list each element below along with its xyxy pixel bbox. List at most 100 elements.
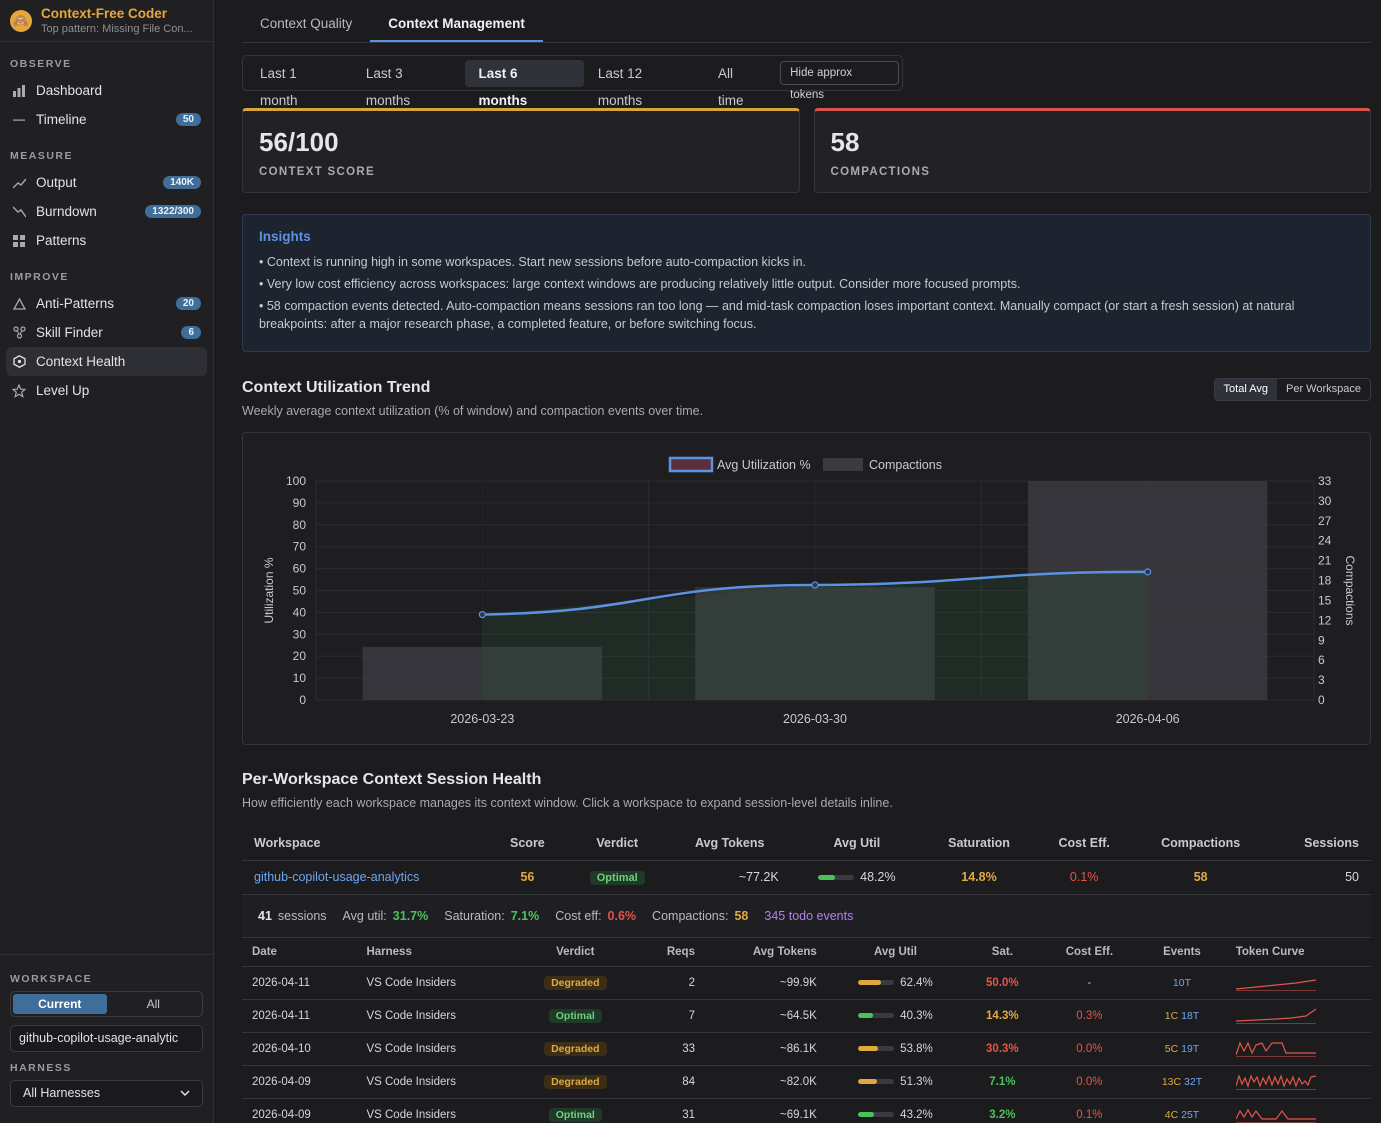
col-avg-tokens[interactable]: Avg Tokens [668, 826, 791, 861]
session-tokens: ~86.1K [704, 1032, 827, 1066]
col-cost-eff[interactable]: Cost Eff. [1040, 937, 1139, 967]
range-last-3-months[interactable]: Last 3 months [365, 65, 411, 108]
workspace-link[interactable]: github-copilot-usage-analytics [242, 860, 490, 895]
session-summary: 41 sessions Avg util: 31.7% Saturation: … [242, 894, 1371, 938]
compactions-bar [1027, 481, 1268, 700]
y2-tick-label: 3 [1318, 673, 1325, 687]
sidebar-item-label: Dashboard [36, 83, 103, 98]
util-value: 53.8% [900, 1043, 933, 1055]
harness-select[interactable]: All Harnesses [10, 1080, 203, 1107]
col-sessions[interactable]: Sessions [1267, 826, 1371, 861]
grid-icon [12, 234, 26, 248]
trend-section: Total Avg Per Workspace Context Utilizat… [242, 378, 1371, 745]
hide-approx-tokens-button[interactable]: Hide approx tokens [780, 61, 900, 101]
events-todos: 10T [1172, 977, 1192, 989]
burndown-badge: 1322/300 [145, 205, 201, 218]
range-all-time[interactable]: All time [717, 65, 744, 108]
sidebar-item-timeline[interactable]: Timeline 50 [6, 105, 207, 134]
session-events: 1C 18T [1138, 999, 1226, 1033]
util-value: 62.4% [900, 977, 933, 989]
session-harness: VS Code Insiders [356, 966, 516, 1000]
session-tokens: ~69.1K [704, 1098, 827, 1123]
utilization-point [1144, 568, 1152, 576]
col-events[interactable]: Events [1138, 937, 1226, 967]
session-row[interactable]: 2026-04-09 VS Code Insiders Degraded 84 ~82.… [242, 1065, 1371, 1099]
y2-tick-label: 15 [1318, 593, 1332, 607]
tab-context-quality[interactable]: Context Quality [260, 16, 353, 31]
col-reqs[interactable]: Reqs [635, 937, 705, 967]
workspace-input[interactable]: github-copilot-usage-analytic [10, 1025, 203, 1052]
session-cost-eff: 0.0% [1040, 1065, 1139, 1099]
workspace-all-button[interactable]: All [146, 997, 160, 1011]
trending-up-icon [12, 176, 26, 190]
session-cost-eff: 0.1% [1040, 1098, 1139, 1123]
events-compactions: 4C [1164, 1109, 1179, 1121]
session-util: 40.3% [826, 999, 965, 1033]
star-icon [12, 383, 26, 398]
session-row[interactable]: 2026-04-11 VS Code Insiders Optimal 7 ~64.5K… [242, 999, 1371, 1033]
util-value: 43.2% [900, 1109, 933, 1121]
y-tick-label: 30 [293, 627, 307, 641]
col-harness[interactable]: Harness [356, 937, 516, 967]
sidebar-item-anti-patterns[interactable]: Anti-Patterns 20 [6, 289, 207, 318]
sidebar-item-dashboard[interactable]: Dashboard [6, 76, 207, 105]
sidebar-item-output[interactable]: Output 140K [6, 168, 207, 197]
workspace-row[interactable]: github-copilot-usage-analytics 56 Optima… [242, 860, 1371, 895]
events-compactions: 1C [1164, 1010, 1179, 1022]
warning-icon [12, 297, 26, 311]
range-last-1-month[interactable]: Last 1 month [260, 65, 298, 108]
session-harness: VS Code Insiders [356, 999, 516, 1033]
sidebar-item-patterns[interactable]: Patterns [6, 226, 207, 255]
util-bar [858, 1112, 895, 1118]
total-avg-button[interactable]: Total Avg [1214, 379, 1277, 400]
compactions-card: 58 COMPACTIONS [813, 108, 1371, 193]
col-avg-util[interactable]: Avg Util [826, 937, 965, 967]
workspace-current-button[interactable]: Current [13, 994, 107, 1014]
col-date[interactable]: Date [242, 937, 357, 967]
compactions-bar [695, 587, 935, 700]
util-bar [818, 875, 855, 881]
session-sat: 7.1% [964, 1065, 1041, 1099]
workspace-avg-tokens: ~77.2K [668, 860, 791, 895]
col-sat[interactable]: Sat. [964, 937, 1041, 967]
sidebar-item-level-up[interactable]: Level Up [6, 376, 207, 405]
session-util: 43.2% [826, 1098, 965, 1123]
col-cost-eff[interactable]: Cost Eff. [1035, 826, 1134, 861]
session-token-curve [1225, 966, 1371, 1000]
summary-todo: 345 todo events [764, 908, 854, 923]
col-avg-util[interactable]: Avg Util [790, 826, 924, 861]
col-verdict[interactable]: Verdict [565, 826, 669, 861]
events-todos: 25T [1181, 1109, 1200, 1121]
sidebar-item-label: Context Health [36, 354, 126, 369]
col-workspace[interactable]: Workspace [242, 826, 490, 861]
sidebar-item-burndown[interactable]: Burndown 1322/300 [6, 197, 207, 226]
brand[interactable]: 🙈 Context-Free Coder Top pattern: Missin… [0, 0, 213, 42]
tab-context-management[interactable]: Context Management [370, 0, 543, 42]
context-score-value: 56/100 [259, 127, 339, 157]
insights-panel: Insights • Context is running high in so… [242, 214, 1371, 352]
session-events: 5C 19T [1138, 1032, 1226, 1066]
range-last-12-months[interactable]: Last 12 months [597, 65, 643, 108]
sidebar-item-skill-finder[interactable]: Skill Finder 6 [6, 318, 207, 347]
session-verdict-cell: Optimal [515, 999, 636, 1033]
col-score[interactable]: Score [489, 826, 566, 861]
session-verdict-cell: Degraded [515, 1065, 636, 1099]
per-workspace-subtitle: How efficiently each workspace manages i… [242, 796, 893, 810]
insight-line: • Context is running high in some worksp… [259, 255, 806, 269]
per-workspace-button[interactable]: Per Workspace [1286, 383, 1361, 395]
session-row[interactable]: 2026-04-09 VS Code Insiders Optimal 31 ~69.1… [242, 1098, 1371, 1123]
session-row[interactable]: 2026-04-11 VS Code Insiders Degraded 2 ~99.9… [242, 966, 1371, 1000]
col-saturation[interactable]: Saturation [923, 826, 1035, 861]
per-workspace-section: Per-Workspace Context Session Health How… [242, 771, 1371, 1123]
y-tick-label: 90 [293, 496, 307, 510]
util-bar-fill [818, 875, 836, 881]
range-last-6-months[interactable]: Last 6 months [464, 59, 584, 108]
workspace-cost-eff: 0.1% [1035, 860, 1134, 895]
session-row[interactable]: 2026-04-10 VS Code Insiders Degraded 33 ~86.… [242, 1032, 1371, 1066]
workspace-avg-util: 48.2% [790, 860, 924, 895]
col-verdict[interactable]: Verdict [515, 937, 636, 967]
sidebar-item-context-health[interactable]: Context Health [6, 347, 207, 376]
col-compactions[interactable]: Compactions [1133, 826, 1268, 861]
col-token-curve[interactable]: Token Curve [1225, 937, 1371, 967]
col-avg-tokens[interactable]: Avg Tokens [704, 937, 827, 967]
